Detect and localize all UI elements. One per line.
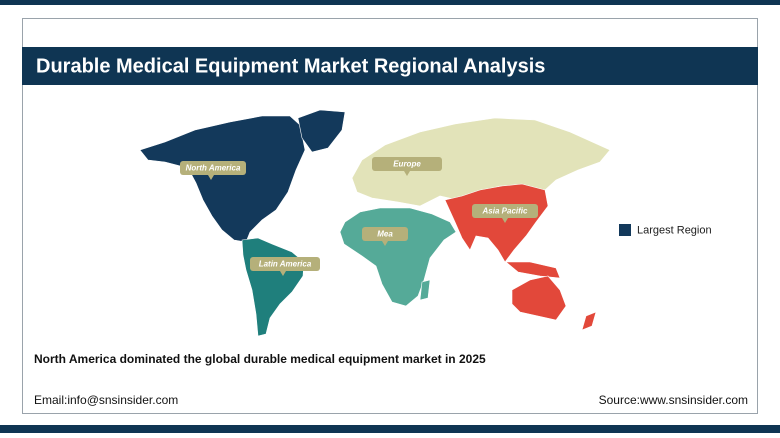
region-shape bbox=[511, 275, 567, 321]
region-shape bbox=[139, 115, 306, 243]
region-shape bbox=[505, 261, 561, 279]
top-bar bbox=[0, 0, 780, 5]
region-label: North America bbox=[186, 164, 241, 173]
callout-box bbox=[362, 227, 408, 241]
bottom-bar bbox=[0, 425, 780, 433]
region-label: Latin America bbox=[259, 260, 312, 269]
region-shape bbox=[444, 183, 549, 263]
callout-box bbox=[472, 204, 538, 218]
legend-swatch bbox=[619, 224, 631, 236]
callout: Latin America bbox=[250, 257, 320, 276]
callout-box bbox=[372, 157, 442, 171]
region-shape bbox=[581, 311, 597, 331]
callout-pointer bbox=[208, 175, 214, 180]
legend-label: Largest Region bbox=[637, 224, 712, 236]
region-label: Asia Pacific bbox=[482, 207, 528, 216]
region-shape bbox=[297, 109, 346, 153]
callout: North America bbox=[180, 161, 246, 180]
region-shape bbox=[351, 117, 611, 207]
region-label: Mea bbox=[377, 230, 393, 239]
callout-pointer bbox=[404, 171, 410, 176]
title-bar bbox=[22, 47, 758, 85]
caption: North America dominated the global durab… bbox=[34, 352, 486, 366]
source: Source:www.snsinsider.com bbox=[599, 393, 748, 407]
region-shape bbox=[419, 279, 431, 301]
email: Email:info@snsinsider.com bbox=[34, 393, 178, 407]
callout-pointer bbox=[382, 241, 388, 246]
callout: Mea bbox=[362, 227, 408, 246]
callout: Asia Pacific bbox=[472, 204, 538, 223]
callout-pointer bbox=[502, 218, 508, 223]
callout-box bbox=[180, 161, 246, 175]
callout: Europe bbox=[372, 157, 442, 176]
callout-box bbox=[250, 257, 320, 271]
region-label: Europe bbox=[393, 160, 421, 169]
title: Durable Medical Equipment Market Regiona… bbox=[36, 55, 545, 77]
callout-pointer bbox=[280, 271, 286, 276]
